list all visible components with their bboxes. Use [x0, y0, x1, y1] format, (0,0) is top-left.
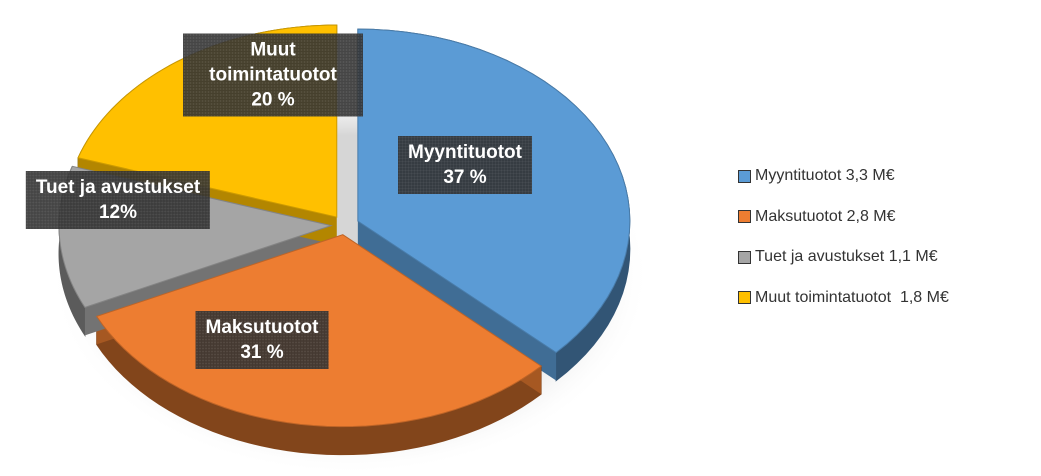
data-label-value: 37 % — [443, 167, 487, 188]
data-label: Maksutuotot 31 % — [195, 311, 329, 369]
data-label-value: 20 % — [251, 89, 295, 111]
legend-item: Maksutuotot 2,8 M€ — [738, 208, 896, 226]
legend-label: Maksutuotot 2,8 M€ — [755, 207, 896, 225]
legend-label: Muut toimintatuotot 1,8 M€ — [755, 288, 949, 306]
data-label: Tuet ja avustukset 12% — [25, 171, 211, 229]
data-label-name: Tuet ja avustukset — [35, 177, 201, 198]
legend-item: Myyntituotot 3,3 M€ — [738, 167, 895, 185]
legend-item: Tuet ja avustukset 1,1 M€ — [738, 248, 938, 266]
legend-label: Tuet ja avustukset 1,1 M€ — [755, 248, 938, 265]
data-label: Myyntituotot 37 % — [398, 136, 532, 194]
data-label-name: Myyntituotot — [408, 142, 522, 163]
data-label-name: Maksutuotot — [205, 317, 319, 338]
legend-swatch — [738, 250, 751, 264]
legend-swatch — [738, 169, 751, 183]
slice-side — [357, 221, 557, 381]
legend-swatch — [738, 210, 751, 223]
data-label-value: 31 % — [240, 342, 284, 363]
data-label-name: Muut toimintatuotot — [209, 39, 337, 86]
legend-item: Muut toimintatuotot 1,8 M€ — [738, 289, 949, 307]
legend-swatch — [738, 291, 751, 304]
data-label: Muut toimintatuotot 20 % — [183, 33, 363, 117]
data-label-value: 12% — [98, 202, 138, 223]
legend-label: Myyntituotot 3,3 M€ — [755, 167, 895, 184]
